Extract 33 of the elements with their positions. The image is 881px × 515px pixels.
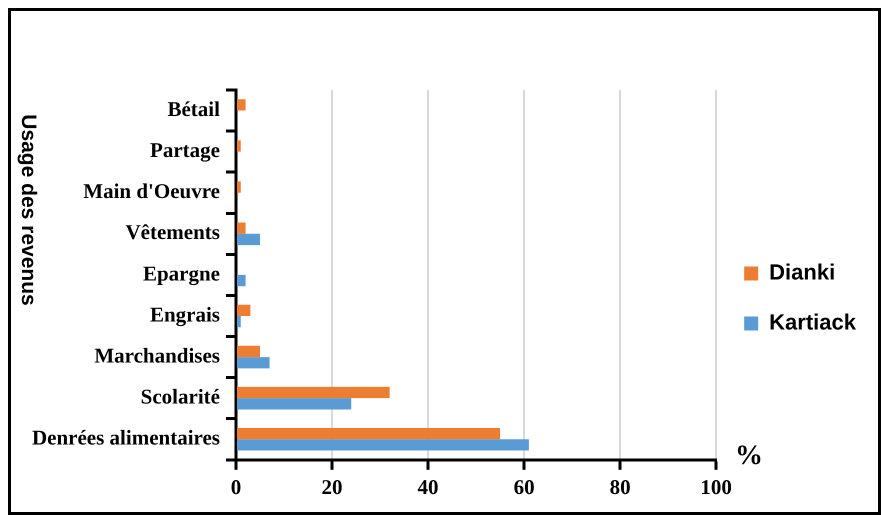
bar bbox=[236, 386, 390, 398]
y-tick-label: Vêtements bbox=[126, 220, 220, 244]
legend-label: Kartiack bbox=[769, 310, 857, 335]
x-tick-label: 80 bbox=[610, 474, 631, 499]
y-tick-label: Bétail bbox=[167, 96, 220, 121]
bar bbox=[236, 234, 260, 246]
x-tick-label: 20 bbox=[322, 474, 343, 499]
y-tick-label: Engrais bbox=[150, 302, 220, 326]
bar bbox=[236, 99, 246, 111]
bar bbox=[236, 357, 270, 368]
bar bbox=[236, 222, 246, 234]
bar bbox=[236, 398, 352, 410]
y-tick-label: Epargne bbox=[142, 261, 220, 286]
y-axis-title: Usage des revenus bbox=[16, 114, 40, 306]
bar bbox=[236, 140, 241, 152]
y-tick-label: Marchandises bbox=[94, 344, 220, 368]
y-tick-label: Partage bbox=[150, 138, 220, 162]
bar bbox=[236, 346, 260, 358]
x-tick-label: 40 bbox=[418, 474, 439, 499]
y-tick-label: Scolarité bbox=[140, 384, 220, 409]
x-tick-label: 0 bbox=[230, 474, 242, 499]
y-tick-label: Denrées alimentaires bbox=[32, 426, 220, 450]
bar bbox=[236, 316, 241, 328]
y-tick-label: Main d'Oeuvre bbox=[83, 179, 220, 204]
bar bbox=[236, 439, 529, 451]
bar bbox=[236, 428, 500, 440]
x-axis-title: % bbox=[735, 440, 763, 472]
x-tick-label: 60 bbox=[514, 474, 535, 499]
bar bbox=[236, 274, 246, 286]
bar bbox=[236, 304, 250, 316]
bar bbox=[236, 181, 241, 193]
x-tick-label: 100 bbox=[700, 474, 732, 499]
legend-label: Dianki bbox=[769, 260, 836, 285]
